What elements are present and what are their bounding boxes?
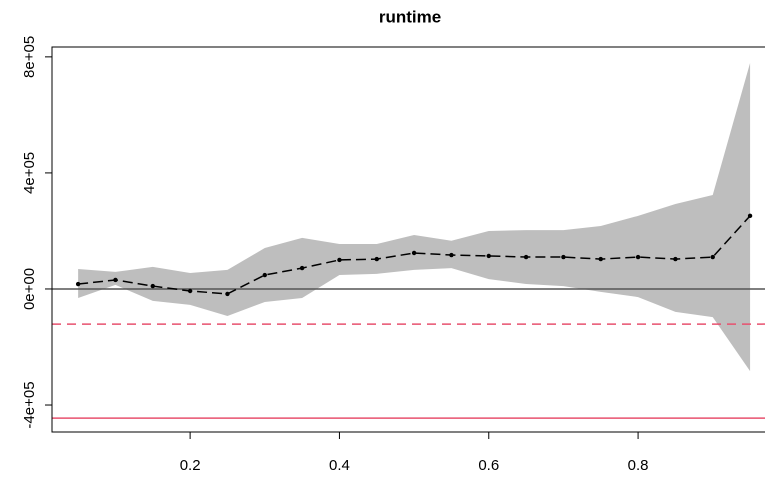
chart-title: runtime xyxy=(379,7,441,26)
x-tick-label: 0.8 xyxy=(628,457,649,474)
data-point xyxy=(411,250,417,256)
y-tick-label: 8e+05 xyxy=(21,36,38,78)
data-point xyxy=(710,254,715,260)
data-point xyxy=(374,256,379,262)
y-tick-label: 4e+05 xyxy=(21,152,38,194)
x-tick-label: 0.6 xyxy=(478,457,499,474)
data-point xyxy=(747,213,753,219)
y-tick-label: 0e+00 xyxy=(21,268,38,310)
data-point xyxy=(449,252,454,258)
x-tick-label: 0.2 xyxy=(180,457,201,474)
data-point xyxy=(75,281,81,287)
data-point xyxy=(673,256,678,262)
plot-frame xyxy=(51,46,765,433)
data-point xyxy=(561,254,566,260)
data-point xyxy=(225,291,230,297)
data-point xyxy=(337,257,342,263)
data-point xyxy=(486,253,491,259)
data-point xyxy=(150,283,155,289)
data-point xyxy=(262,272,267,278)
data-point xyxy=(598,256,603,262)
data-point xyxy=(187,288,193,294)
data-point xyxy=(635,254,641,260)
confidence-band xyxy=(78,62,751,372)
x-tick-label: 0.4 xyxy=(329,457,350,474)
data-point xyxy=(523,254,529,260)
data-point xyxy=(299,265,305,271)
y-tick-label: -4e+05 xyxy=(21,381,38,428)
data-point xyxy=(113,277,118,283)
